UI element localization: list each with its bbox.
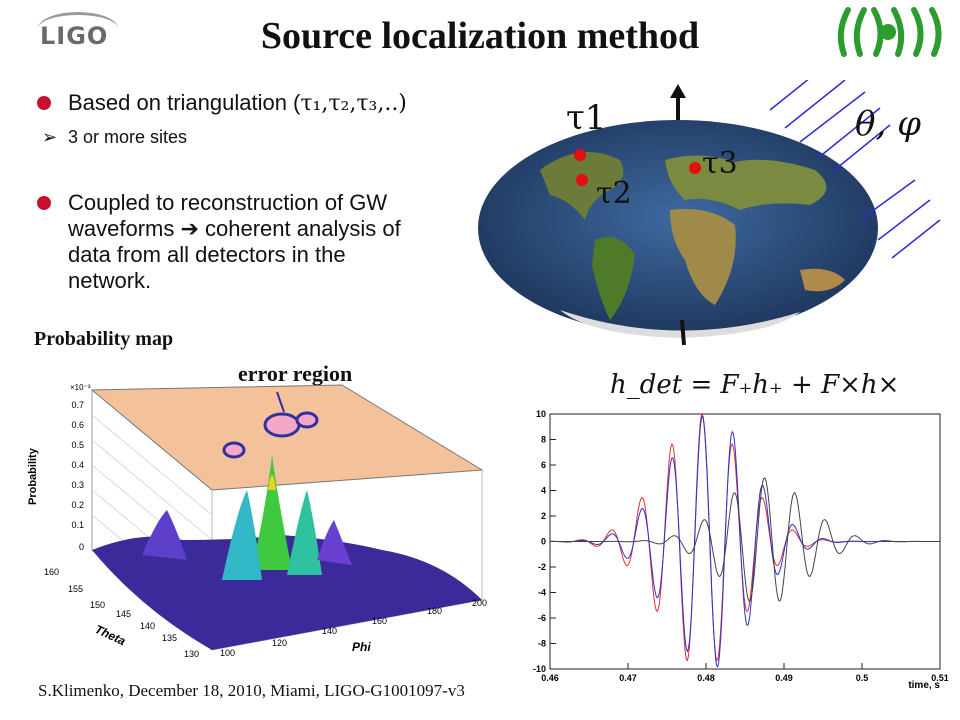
z-tick: 0 bbox=[79, 542, 84, 552]
axis-bottom bbox=[680, 319, 686, 346]
theta-tick: 130 bbox=[184, 649, 199, 659]
z-tick: 0.5 bbox=[71, 440, 84, 450]
theta-tick: 145 bbox=[116, 609, 131, 619]
x-tick-label: 0.51 bbox=[931, 673, 948, 683]
y-tick-label: -8 bbox=[538, 639, 546, 649]
z-axis-label: Probability bbox=[27, 447, 39, 505]
z-scale-label: ×10⁻³ bbox=[70, 383, 91, 392]
peak-main bbox=[252, 455, 292, 570]
y-tick-label: -10 bbox=[533, 664, 546, 674]
africa bbox=[670, 209, 736, 305]
ligo-logo-swoosh bbox=[38, 12, 118, 45]
waveform-series-1 bbox=[550, 415, 940, 668]
bullet-dot bbox=[37, 96, 51, 110]
site-dot-2 bbox=[576, 174, 588, 186]
bullet-line: data from all detectors in the bbox=[68, 242, 346, 267]
error-region-label: error region bbox=[238, 361, 353, 386]
peak-4 bbox=[142, 510, 187, 560]
earth-globe-diagram bbox=[478, 80, 941, 346]
z-tick: 0.3 bbox=[71, 480, 84, 490]
bullet-line: network. bbox=[68, 268, 152, 293]
y-tick-label: -6 bbox=[538, 613, 546, 623]
x-tick-label: 0.49 bbox=[775, 673, 793, 683]
error-region-small-left bbox=[222, 441, 246, 459]
z-tick: 0.4 bbox=[71, 460, 84, 470]
bullet-math: τ₁,τ₂,τ₃,..) bbox=[300, 91, 407, 116]
bullet-text: Based on triangulation ( bbox=[68, 90, 301, 115]
theta-phi-label: θ, φ bbox=[855, 104, 921, 144]
south-america bbox=[592, 237, 635, 320]
phi-axis-label: Phi bbox=[352, 640, 371, 654]
site-dot-3 bbox=[689, 162, 701, 174]
x-tick-label: 0.46 bbox=[541, 673, 559, 683]
probability-3d-plot: Probability ×10⁻³ 0.7 0.6 0.5 0.4 0.3 0.… bbox=[27, 383, 487, 659]
theta-tick: 160 bbox=[44, 567, 59, 577]
theta-tick: 135 bbox=[162, 633, 177, 643]
peak-2 bbox=[222, 490, 262, 580]
x-axis-label: time, s bbox=[908, 680, 940, 690]
x-tick-label: 0.5 bbox=[856, 673, 869, 683]
waveform-chart: 10 8 6 4 2 0 -2 -4 -6 -8 -10 0.46 0.47 0.48 0.49 0.5 0.… bbox=[533, 409, 948, 690]
y-tick-label: -4 bbox=[538, 588, 546, 598]
bullet-coupled: Coupled to reconstruction of GW waveform… bbox=[37, 190, 401, 294]
bullet-line: waveforms ➔ coherent analysis of bbox=[68, 216, 401, 241]
projection-plane bbox=[90, 384, 484, 491]
z-tick: 0.6 bbox=[71, 420, 84, 430]
probability-surface bbox=[92, 535, 482, 650]
eurasia bbox=[665, 155, 827, 210]
phi-tick: 140 bbox=[322, 626, 337, 636]
x-tick-label: 0.48 bbox=[697, 673, 715, 683]
z-tick: 0.1 bbox=[71, 520, 84, 530]
phi-tick: 100 bbox=[220, 648, 235, 658]
sub-bullet-sites: ➢ 3 or more sites bbox=[42, 124, 188, 150]
y-tick-label: 6 bbox=[541, 460, 546, 470]
peak-tip bbox=[268, 475, 276, 490]
theta-axis-label: Theta bbox=[93, 622, 128, 648]
x-tick-label: 0.47 bbox=[619, 673, 637, 683]
peak-5 bbox=[317, 520, 352, 565]
arrow-bullet-icon: ➢ bbox=[42, 127, 58, 147]
z-tick: 0.7 bbox=[71, 400, 84, 410]
sub-bullet-text: 3 or more sites bbox=[68, 127, 188, 147]
bullet-triangulation: Based on triangulation (τ₁,τ₂,τ₃,..) bbox=[37, 90, 407, 117]
peak-3 bbox=[287, 490, 322, 575]
site-dot-1 bbox=[574, 149, 586, 161]
theta-tick: 150 bbox=[90, 600, 105, 610]
bullet-line: Coupled to reconstruction of GW bbox=[68, 190, 388, 215]
tau2-label: τ2 bbox=[596, 176, 632, 211]
y-tick-label: 4 bbox=[541, 486, 546, 496]
phi-tick: 180 bbox=[427, 606, 442, 616]
probability-map-title: Probability map bbox=[34, 328, 174, 350]
theta-tick: 155 bbox=[68, 584, 83, 594]
footer-citation: S.Klimenko, December 18, 2010, Miami, LI… bbox=[38, 681, 465, 700]
slide-title: Source localization method bbox=[260, 15, 700, 57]
theta-tick: 140 bbox=[140, 621, 155, 631]
error-region-main bbox=[263, 412, 301, 438]
detector-response-equation: h_det = F₊h₊ + F×h× bbox=[610, 370, 900, 400]
tau3-label: τ3 bbox=[702, 146, 738, 181]
tau1-label: τ1 bbox=[566, 98, 607, 138]
incoming-wave-arrows bbox=[769, 80, 941, 259]
waveform-series-2 bbox=[550, 476, 940, 602]
y-tick-label: 10 bbox=[536, 409, 546, 419]
y-tick-label: 0 bbox=[541, 537, 546, 547]
axis-arrow-icon bbox=[670, 84, 686, 98]
antarctica bbox=[560, 310, 800, 338]
virgo-logo bbox=[837, 7, 942, 57]
y-tick-label: -2 bbox=[538, 562, 546, 572]
y-tick-label: 8 bbox=[541, 435, 546, 445]
y-tick-label: 2 bbox=[541, 511, 546, 521]
north-america bbox=[540, 152, 624, 220]
error-region-pointer bbox=[276, 391, 285, 413]
phi-tick: 120 bbox=[272, 638, 287, 648]
ligo-logo: LIGO bbox=[40, 22, 109, 50]
australia bbox=[800, 268, 845, 292]
bullet-dot bbox=[37, 196, 51, 210]
phi-tick: 200 bbox=[472, 598, 487, 608]
z-tick: 0.2 bbox=[71, 500, 84, 510]
error-region-small-right bbox=[295, 411, 319, 429]
phi-tick: 160 bbox=[372, 616, 387, 626]
